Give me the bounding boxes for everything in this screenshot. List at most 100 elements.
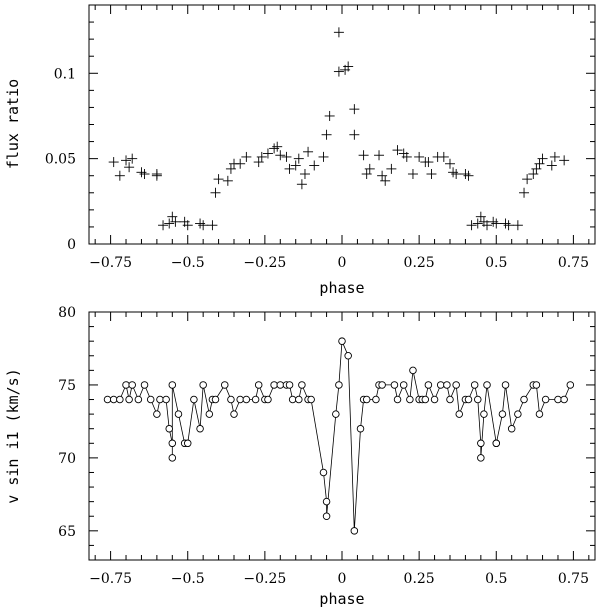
flux-ratio-data-point <box>222 175 233 186</box>
flux-ratio-panel: −0.75 −0.5 −0.25 0 0.25 0.5 0.75 0 0.05 0.1 phase… <box>4 4 596 297</box>
flux-ratio-data-point <box>451 169 462 180</box>
flux-ratio-data-point <box>374 150 385 161</box>
vsini-data-point <box>322 497 331 506</box>
vsini-data-point <box>128 381 136 389</box>
flux-ratio-data-point <box>349 129 360 140</box>
flux-ratio-data-point <box>534 158 545 169</box>
vsini-data-point <box>270 381 278 389</box>
flux-ratio-data-point <box>303 146 314 157</box>
flux-ratio-data-point <box>225 163 236 174</box>
vsini-data-point <box>168 439 177 448</box>
vsini-data-point <box>501 381 510 389</box>
vsini-data-point <box>532 381 541 389</box>
vsini-data-point <box>350 527 359 535</box>
vsini-data-point <box>424 381 433 389</box>
vsini-data-point <box>140 381 149 389</box>
vsini-data-point <box>452 381 460 389</box>
flux-ratio-data-point <box>272 141 283 152</box>
flux-ratio-data-point <box>284 163 295 174</box>
flux-ratio-data-point <box>108 157 119 168</box>
flux-ratio-data-point <box>164 218 175 229</box>
vsini-data-point <box>390 381 399 389</box>
flux-ratio-data-point <box>318 151 329 162</box>
vsini-data-point <box>443 381 451 389</box>
vsini-data-point <box>520 395 528 404</box>
flux-ratio-data-point <box>491 218 502 229</box>
flux-ratio-data-point <box>333 27 344 38</box>
flux-ratio-x-tick-label: 0.75 <box>558 255 589 271</box>
vsini-data-point <box>230 410 238 418</box>
vsini-data-point <box>319 468 328 477</box>
vsini-x-tick-label: −0.5 <box>171 571 205 587</box>
flux-ratio-data-point <box>444 158 455 169</box>
flux-ratio-data-point <box>522 174 533 185</box>
flux-ratio-data-point <box>290 160 301 171</box>
flux-ratio-data-point <box>559 155 570 166</box>
flux-ratio-x-tick-label: −0.5 <box>171 255 205 271</box>
vsini-data-point <box>199 381 207 389</box>
vsini-data-point <box>560 395 568 404</box>
vsini-x-axis-label: phase <box>319 590 364 608</box>
flux-ratio-data-point <box>482 220 493 231</box>
vsini-data-point <box>134 395 143 404</box>
flux-ratio-x-tick-label: −0.25 <box>243 255 286 271</box>
vsini-data-point <box>168 454 177 462</box>
vsini-data-point <box>332 410 340 418</box>
flux-ratio-data-point <box>343 61 354 72</box>
flux-ratio-data-point <box>207 220 218 231</box>
flux-ratio-data-point <box>296 179 307 190</box>
vsini-y-tick-label: 80 <box>58 305 76 321</box>
vsini-data-point <box>211 395 220 404</box>
flux-ratio-data-point <box>364 163 375 174</box>
flux-ratio-x-axis-label: phase <box>319 279 364 297</box>
vsini-data-point <box>372 395 380 404</box>
vsini-ticks: −0.75 −0.5 −0.25 0 0.25 0.5 0.75 65 70 75 80 <box>58 305 595 587</box>
flux-ratio-x-tick-label: −0.75 <box>89 255 132 271</box>
flux-ratio-x-tick-label: 0.5 <box>485 255 507 271</box>
vsini-panel: −0.75 −0.5 −0.25 0 0.25 0.5 0.75 65 70 75 80 phase… <box>4 305 596 608</box>
vsini-data-point <box>474 395 482 404</box>
flux-ratio-y-tick-label: 0.05 <box>45 152 76 168</box>
vsini-data-point <box>122 381 130 389</box>
flux-ratio-y-axis-label: flux ratio <box>4 79 22 169</box>
flux-ratio-data-point <box>324 110 335 121</box>
flux-ratio-data-point <box>414 151 425 162</box>
vsini-data-point <box>322 512 331 520</box>
vsini-data-point <box>156 395 164 404</box>
flux-ratio-data-point <box>299 169 310 180</box>
vsini-x-tick-label: 0 <box>338 571 347 587</box>
vsini-y-axis-label: v sin i1 (km/s) <box>4 368 22 503</box>
vsini-data-point <box>507 424 516 433</box>
flux-ratio-data-point <box>537 153 548 164</box>
vsini-data-point <box>125 395 133 404</box>
flux-ratio-data-point <box>546 160 557 171</box>
flux-ratio-data-point <box>151 170 162 181</box>
vsini-x-tick-label: 0.5 <box>485 571 507 587</box>
vsini-data-point <box>190 395 198 404</box>
flux-ratio-data-point <box>158 220 169 231</box>
vsini-series-line <box>107 341 571 531</box>
vsini-data-point <box>477 454 485 462</box>
vsini-data-point <box>165 424 173 433</box>
flux-ratio-data-point <box>262 148 273 159</box>
vsini-data-point <box>264 395 272 404</box>
flux-ratio-data-point <box>503 220 514 231</box>
flux-ratio-data-point <box>401 151 412 162</box>
flux-ratio-data-point <box>549 151 560 162</box>
flux-ratio-data-point <box>139 169 150 180</box>
vsini-x-tick-label: 0.75 <box>558 571 589 587</box>
flux-ratio-data-point <box>463 170 474 181</box>
flux-ratio-plot-frame <box>88 4 596 245</box>
vsini-data-point <box>335 381 343 389</box>
vsini-data-point <box>477 439 485 448</box>
vsini-data-point <box>196 424 204 433</box>
vsini-data-point <box>393 395 402 404</box>
flux-ratio-data-point <box>253 157 264 168</box>
vsini-plot-frame <box>88 311 596 561</box>
vsini-data-point <box>409 366 417 375</box>
flux-ratio-data-point <box>361 169 372 180</box>
vsini-data-point <box>146 395 155 404</box>
vsini-data-point <box>103 395 112 404</box>
vsini-data-point <box>221 381 229 389</box>
